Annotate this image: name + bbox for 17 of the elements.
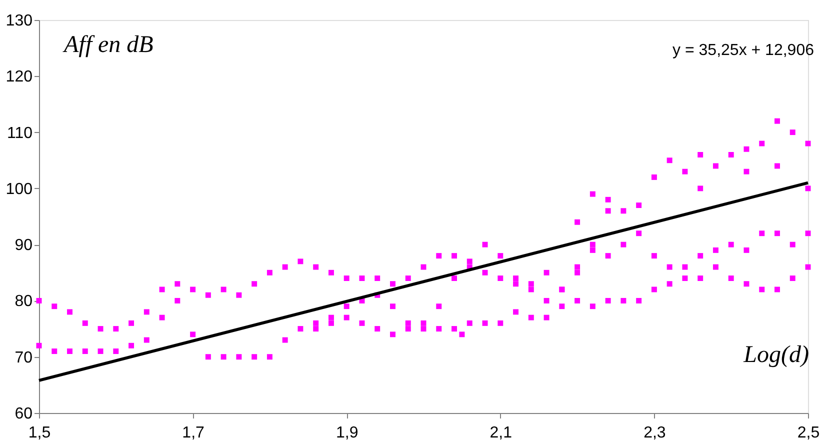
x-axis-title: Log(d) xyxy=(742,342,809,368)
x-tick-label: 2,5 xyxy=(797,424,820,442)
y-tick-label: 110 xyxy=(6,124,33,142)
y-axis-title: Aff en dB xyxy=(62,32,154,58)
annotation: y = 35,25x + 12,906 xyxy=(672,42,814,59)
x-tick-label: 1,7 xyxy=(182,424,205,442)
x-tick-label: 2,3 xyxy=(644,424,666,442)
y-tick-label: 60 xyxy=(14,406,33,422)
y-tick-label: 100 xyxy=(6,180,33,198)
x-tick-label: 2,1 xyxy=(490,424,512,442)
y-tick-label: 90 xyxy=(14,237,33,254)
y-tick-label: 70 xyxy=(14,349,33,366)
x-tick-label: 1,5 xyxy=(28,424,51,442)
y-tick-label: 120 xyxy=(6,68,33,86)
y-tick-label: 130 xyxy=(6,12,33,30)
x-tick-label: 1,9 xyxy=(336,424,358,442)
y-tick-label: 80 xyxy=(14,293,33,310)
